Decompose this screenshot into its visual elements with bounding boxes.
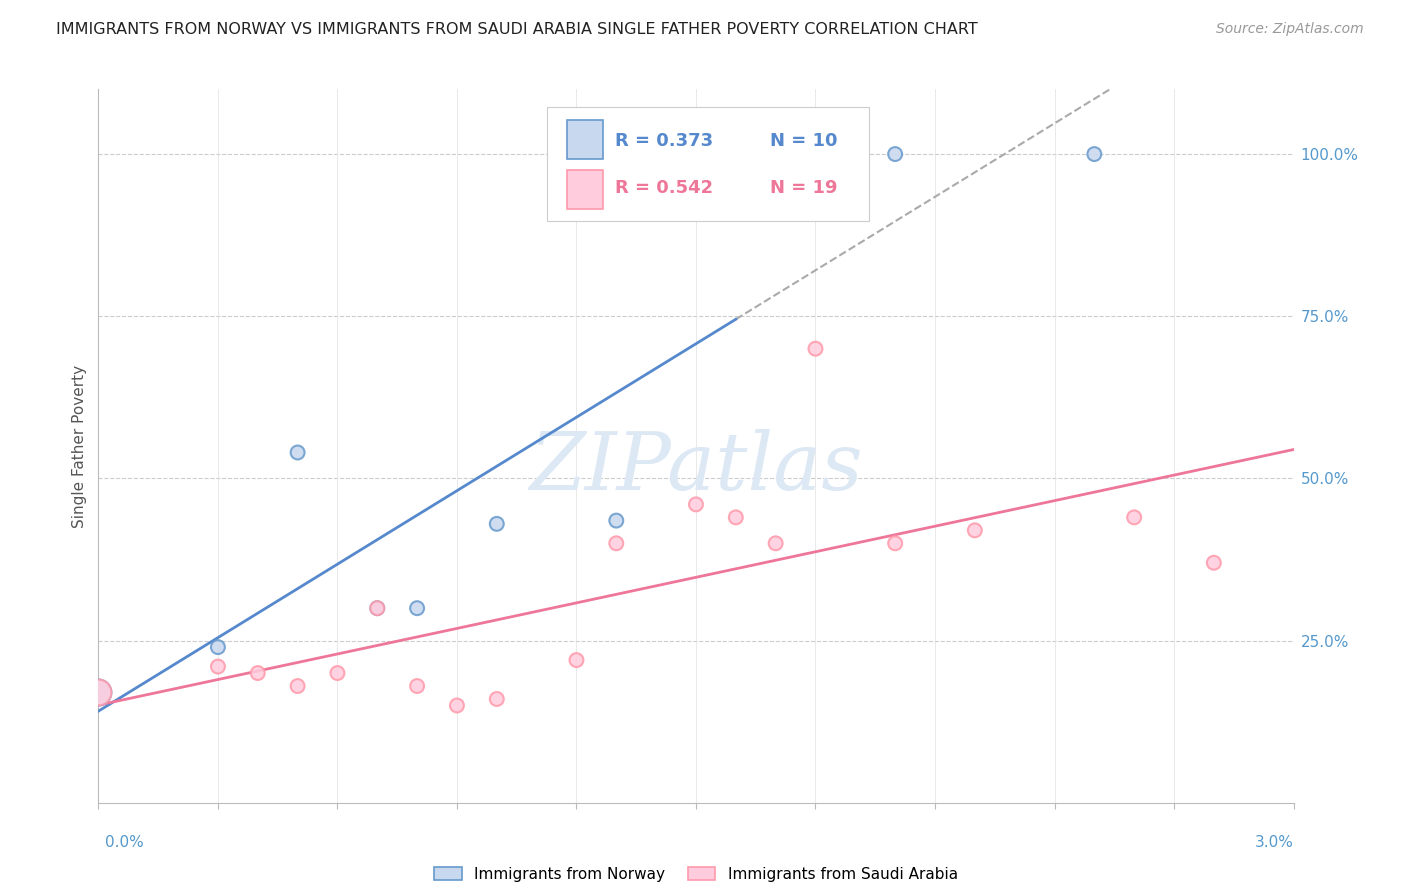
FancyBboxPatch shape — [547, 107, 869, 221]
Point — [605, 514, 627, 528]
Point — [884, 147, 907, 161]
Point — [1123, 510, 1146, 524]
Point — [446, 698, 468, 713]
Text: N = 10: N = 10 — [770, 132, 838, 150]
Point — [685, 497, 707, 511]
Point — [366, 601, 388, 615]
Point — [884, 536, 907, 550]
FancyBboxPatch shape — [567, 169, 603, 209]
Point — [565, 653, 588, 667]
Text: R = 0.542: R = 0.542 — [614, 178, 713, 196]
Legend: Immigrants from Norway, Immigrants from Saudi Arabia: Immigrants from Norway, Immigrants from … — [427, 861, 965, 888]
Point — [406, 679, 429, 693]
Point — [485, 516, 508, 531]
Point — [287, 445, 309, 459]
Point — [207, 659, 229, 673]
Point — [287, 679, 309, 693]
Point — [804, 342, 827, 356]
Point — [1083, 147, 1105, 161]
Point — [326, 666, 349, 681]
Point — [207, 640, 229, 654]
Point — [366, 601, 388, 615]
Text: N = 19: N = 19 — [770, 178, 838, 196]
Text: R = 0.373: R = 0.373 — [614, 132, 713, 150]
Point — [605, 536, 627, 550]
Point — [963, 524, 986, 538]
Point — [246, 666, 269, 681]
Text: 0.0%: 0.0% — [105, 836, 145, 850]
Point — [406, 601, 429, 615]
Text: IMMIGRANTS FROM NORWAY VS IMMIGRANTS FROM SAUDI ARABIA SINGLE FATHER POVERTY COR: IMMIGRANTS FROM NORWAY VS IMMIGRANTS FRO… — [56, 22, 979, 37]
Point — [485, 692, 508, 706]
Point — [87, 685, 110, 699]
FancyBboxPatch shape — [567, 120, 603, 159]
Text: 3.0%: 3.0% — [1254, 836, 1294, 850]
Point — [87, 685, 110, 699]
Y-axis label: Single Father Poverty: Single Father Poverty — [72, 365, 87, 527]
Text: ZIPatlas: ZIPatlas — [529, 429, 863, 506]
Text: Source: ZipAtlas.com: Source: ZipAtlas.com — [1216, 22, 1364, 37]
Point — [724, 510, 747, 524]
Point — [685, 147, 707, 161]
Point — [765, 536, 787, 550]
Point — [1202, 556, 1225, 570]
